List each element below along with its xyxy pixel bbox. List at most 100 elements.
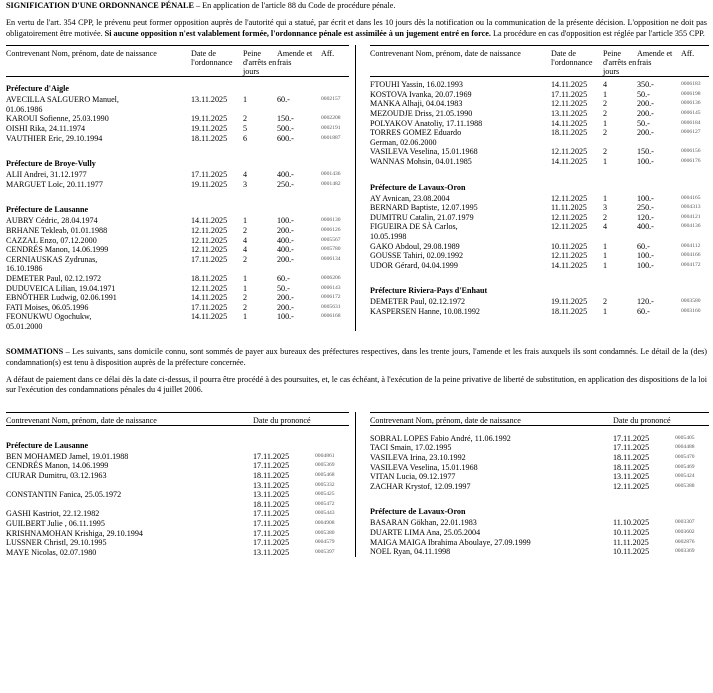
notice-paragraph-1: En vertu de l'art. 354 CPP, le prévenu p…: [6, 18, 707, 39]
sommations-table-left: Contrevenant Nom, prénom, date de naissa…: [6, 411, 349, 558]
offender-name-line2: German, 02.06.2000: [370, 137, 437, 147]
offender-name: ALII Andrei, 31.12.1977: [6, 170, 87, 180]
table-row: VAUTHIER Eric, 29.10.1994 18.11.2025 6 600.…: [6, 134, 349, 144]
cell-contrevenant: DEMETER Paul, 02.12.1972: [6, 274, 191, 284]
cell-contrevenant: MARGUET Loïc, 20.11.1977: [6, 180, 191, 190]
cell-peine-jours: 1: [603, 118, 608, 128]
cell-affaire-number: 0005425: [315, 491, 335, 498]
cell-contrevenant: VASILEVA Veselina, 15.01.1968: [370, 147, 551, 157]
cell-contrevenant: MAYE Nicolas, 02.07.1980: [6, 548, 253, 558]
cell-amende-frais: 400.-: [277, 170, 294, 180]
table-row: MAIGA MAIGA Ibrahima Aboulaye, 27.09.199…: [370, 538, 709, 548]
header-aff: Aff.: [681, 49, 695, 59]
cell-contrevenant: KASPERSEN Hanne, 10.08.1992: [370, 307, 551, 317]
offender-name: TORRES GOMEZ Eduardo: [370, 128, 462, 138]
cell-peine-jours: 3: [243, 179, 248, 189]
cell-date-prononce: 18.11.2025: [253, 499, 290, 509]
cell-date-ordonnance: 17.11.2025: [191, 302, 228, 312]
header-aff: [315, 416, 349, 426]
cell-affaire-number: 0005567: [321, 236, 341, 243]
cell-amende-frais: 200.-: [277, 254, 294, 264]
cell-date-prononce: 17.11.2025: [253, 451, 290, 461]
notice-para1-c: La procédure en cas d'opposition est rég…: [490, 28, 705, 38]
cell-affaire-number: 0005380: [315, 529, 335, 536]
table-row: LUSSNER Christl, 29.10.1995 17.11.2025 000…: [6, 538, 349, 548]
offender-name: EBNÖTHER Ludwig, 02.06.1991: [6, 293, 117, 303]
offender-name: POLYAKOV Anatoliy, 17.11.1988: [370, 118, 483, 128]
cell-date-ordonnance: 18.11.2025: [191, 273, 228, 283]
offender-name-line2: 10.05.1998: [370, 231, 407, 241]
table-row: BERNARD Baptiste, 12.07.1995 11.11.2025 3 2…: [370, 203, 709, 213]
cell-date-ordonnance: 14.11.2025: [551, 118, 588, 128]
cell-affaire-number: 0004861: [315, 452, 335, 459]
table-row: GASHI Kastriot, 22.12.1982 17.11.2025 0005…: [6, 509, 349, 519]
sommations-left-header-row: Contrevenant Nom, prénom, date de naissa…: [6, 416, 349, 426]
offender-name: MANKA Alhaji, 04.04.1983: [370, 99, 463, 109]
cell-contrevenant: NOEL Ryan, 04.11.1998: [370, 547, 613, 557]
offender-name: BRHANE Tekleab, 01.01.1988: [6, 225, 108, 235]
penal-right-body: FTOUHI Yassin, 16.02.1993 14.11.2025 4 350.…: [370, 80, 709, 316]
table-row: GUILBERT Julie , 06.11.1995 17.11.2025 000…: [6, 519, 349, 529]
sommations-table-right-column: Contrevenant Nom, prénom, date de naissa…: [355, 411, 713, 558]
cell-amende-frais: 60.-: [277, 95, 290, 105]
cell-affaire-number: 0001482: [321, 180, 341, 187]
cell-date-ordonnance: 12.11.2025: [551, 251, 588, 261]
table-row: CONSTANTIN Fanica, 25.05.1972 13.11.2025 0…: [6, 490, 349, 500]
cell-date-ordonnance: 14.11.2025: [191, 216, 228, 226]
group-spacer: [6, 189, 349, 198]
cell-peine-jours: 1: [243, 95, 248, 105]
prefecture-label: Préfecture de Lavaux-Oron: [370, 507, 466, 517]
cell-contrevenant: LUSSNER Christl, 29.10.1995: [6, 538, 253, 548]
table-row: KRISHNAMOHAN Krishiga, 29.10.1994 17.11.2…: [6, 529, 349, 539]
sommations-heading-tail: – Les suivants, sans domicile connu, son…: [6, 347, 707, 368]
cell-amende-frais: 200.-: [637, 128, 654, 138]
table-row: BASARAN Gökhan, 22.01.1983 11.10.2025 0003…: [370, 518, 709, 528]
cell-affaire-number: 0005780: [321, 246, 341, 253]
cell-amende-frais: 100.-: [637, 260, 654, 270]
penal-right-header-row: Contrevenant Nom, prénom, date de naissa…: [370, 49, 709, 77]
table-row: VITAN Lucia, 09.12.1977 13.11.2025 0005424: [370, 472, 709, 482]
cell-affaire-number: 0003580: [681, 298, 701, 305]
offender-name: CAZZAL Enzo, 07.12.2000: [6, 235, 97, 245]
cell-amende-frais: 100.-: [637, 251, 654, 261]
prefecture-heading: Préfecture de Lausanne: [6, 434, 349, 452]
prefecture-label: Préfecture d'Aigle: [6, 84, 69, 94]
cell-date-ordonnance: 19.11.2025: [191, 114, 228, 124]
offender-name: FTOUHI Yassin, 16.02.1993: [370, 80, 463, 90]
offender-name: UDOR Gérard, 04.04.1999: [370, 260, 458, 270]
cell-date-ordonnance: 19.11.2025: [191, 179, 228, 189]
cell-affaire-number: 0003307: [675, 519, 695, 526]
offender-name: MAIGA MAIGA Ibrahima Aboulaye, 27.09.199…: [370, 537, 531, 547]
cell-amende-frais: 120.-: [637, 297, 654, 307]
cell-affaire-number: 0002191: [321, 124, 341, 131]
penal-table-left: Contrevenant Nom, prénom, date de naissa…: [6, 45, 349, 331]
table-row: DEMETER Paul, 02.12.1972 18.11.2025 1 60.- 0…: [6, 274, 349, 284]
cell-peine-jours: 1: [243, 273, 248, 283]
cell-contrevenant: FEONUKWU Ogochukw, 05.01.2000: [6, 312, 191, 331]
layout-gap: [0, 402, 713, 412]
cell-affaire-number: 0005470: [675, 454, 695, 461]
table-row: AY Avnican, 23.08.2004 12.11.2025 1 100.- 00…: [370, 194, 709, 204]
cell-amende-frais: 500.-: [277, 123, 294, 133]
table-row: DUMITRU Catalin, 21.07.1979 12.11.2025 2 12…: [370, 213, 709, 223]
table-row: MEZOUDJE Driss, 21.05.1990 13.11.2025 2 200…: [370, 109, 709, 119]
cell-peine-jours: 6: [243, 133, 248, 143]
cell-date-prononce: 11.11.2025: [613, 537, 649, 547]
header-contrevenant: Contrevenant Nom, prénom, date de naissa…: [6, 415, 157, 425]
offender-name: VITAN Lucia, 09.12.1977: [370, 472, 456, 482]
offender-name: MARGUET Loïc, 20.11.1977: [6, 179, 103, 189]
cell-date-prononce: 17.11.2025: [253, 509, 290, 519]
cell-affaire-number: 0006172: [321, 294, 341, 301]
cell-contrevenant: BERNARD Baptiste, 12.07.1995: [370, 203, 551, 213]
cell-contrevenant: WANNAS Mohsin, 04.01.1985: [370, 157, 551, 167]
cell-affaire-number: 0006176: [681, 157, 701, 164]
group-spacer: [370, 270, 709, 279]
table-row: VASILEVA Veselina, 15.01.1968 12.11.2025 2…: [370, 147, 709, 157]
cell-peine-jours: 3: [603, 203, 608, 213]
penal-order-tables: Contrevenant Nom, prénom, date de naissa…: [0, 45, 713, 332]
cell-amende-frais: 50.-: [637, 118, 650, 128]
cell-date-prononce: 13.11.2025: [253, 547, 290, 557]
cell-date-ordonnance: 12.11.2025: [551, 212, 588, 222]
table-row: KOSTOVA Ivanka, 20.07.1969 17.11.2025 1 50.…: [370, 90, 709, 100]
cell-contrevenant: BEN MOHAMED Jamel, 19.01.1988: [6, 452, 253, 462]
